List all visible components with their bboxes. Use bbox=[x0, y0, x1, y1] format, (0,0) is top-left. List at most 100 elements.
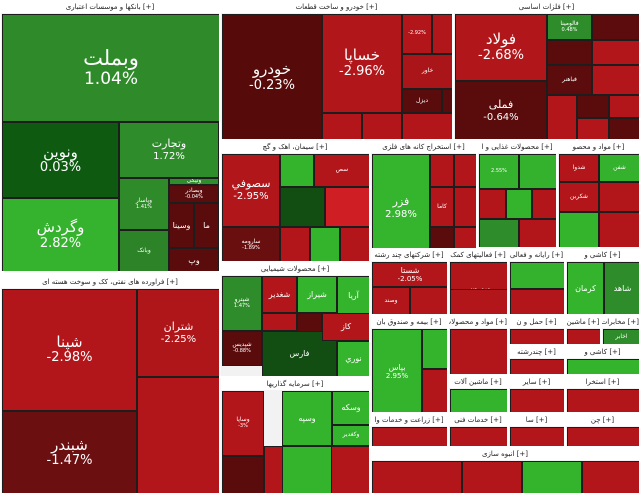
sector-header[interactable]: [+] سا bbox=[509, 414, 564, 426]
sector-header[interactable]: [+] رایانه و فعالی bbox=[509, 249, 564, 261]
stock-tile[interactable]: سص bbox=[314, 154, 369, 187]
sector-header[interactable]: [+] بانکها و موسسات اعتباری bbox=[1, 1, 219, 13]
stock-tile[interactable] bbox=[519, 154, 556, 189]
stock-tile[interactable]: فملی -0.64% bbox=[455, 81, 547, 139]
sector-header[interactable]: [+] سایر bbox=[509, 376, 564, 388]
sector-header[interactable]: [+] انبوه سازی bbox=[371, 448, 639, 460]
stock-tile[interactable] bbox=[567, 359, 639, 374]
stock-tile[interactable] bbox=[402, 113, 452, 139]
stock-tile[interactable]: ما bbox=[194, 203, 219, 248]
stock-tile[interactable] bbox=[410, 287, 447, 314]
sector-header[interactable]: [+] حمل و ن bbox=[509, 316, 564, 328]
stock-tile-small[interactable] bbox=[599, 182, 639, 212]
stock-tile[interactable]: خودرو -0.23% bbox=[222, 14, 322, 139]
stock-tile[interactable]: شاهد bbox=[604, 262, 639, 314]
stock-tile[interactable]: فالومینا 0.48% bbox=[547, 14, 592, 40]
stock-tile-small[interactable] bbox=[422, 369, 447, 412]
sector-header[interactable]: [+] سرمایه گذاریها bbox=[221, 378, 369, 390]
stock-tile[interactable]: شپنا -2.98% bbox=[2, 289, 137, 411]
sector-header[interactable]: [+] خودرو و ساخت قطعات bbox=[221, 1, 452, 13]
stock-tile[interactable] bbox=[510, 289, 564, 314]
stock-tile[interactable]: اخابر bbox=[603, 329, 639, 344]
stock-tile[interactable] bbox=[450, 427, 507, 446]
sector-header[interactable]: [+] مواد و محصولات دار bbox=[449, 316, 507, 328]
stock-tile[interactable]: شكربن bbox=[559, 182, 599, 212]
sector-header[interactable]: [+] بیمه و صندوق بان bbox=[371, 316, 447, 328]
stock-tile[interactable] bbox=[567, 329, 600, 344]
stock-tile[interactable]: فزر 2.98% bbox=[372, 154, 430, 261]
stock-tile[interactable] bbox=[450, 389, 507, 412]
stock-tile[interactable]: بپاس 2.95% bbox=[372, 329, 422, 412]
stock-tile[interactable]: 2.55% bbox=[479, 154, 519, 189]
stock-tile[interactable] bbox=[567, 427, 639, 446]
sector-header[interactable]: [+] استخرا bbox=[566, 376, 639, 388]
stock-tile-small[interactable] bbox=[519, 219, 556, 247]
stock-tile[interactable] bbox=[372, 427, 447, 446]
stock-tile[interactable]: فباهنر bbox=[547, 65, 592, 95]
sector-header[interactable]: [+] محصولات غذایی و ا bbox=[478, 141, 556, 153]
stock-tile-small[interactable] bbox=[547, 95, 577, 139]
stock-tile-small[interactable] bbox=[280, 187, 325, 227]
stock-tile[interactable] bbox=[280, 154, 314, 187]
stock-tile-small[interactable] bbox=[577, 95, 609, 118]
sector-header[interactable]: [+] کاشی و bbox=[566, 249, 639, 261]
stock-tile[interactable]: خساپا -2.96% bbox=[322, 14, 402, 113]
stock-tile-small[interactable] bbox=[454, 154, 476, 187]
sector-header[interactable]: [+] سیمان، اهک و گچ bbox=[221, 141, 369, 153]
stock-tile[interactable]: وسکه bbox=[332, 391, 369, 425]
sector-header[interactable]: [+] چن bbox=[566, 414, 639, 426]
sector-header[interactable]: [+] فراورده های نفتی، کک و سوخت هسته ای bbox=[1, 276, 219, 288]
stock-tile-small[interactable] bbox=[522, 461, 582, 493]
stock-tile[interactable]: وبصادر -0.04% bbox=[169, 185, 219, 203]
stock-tile[interactable]: کرمان bbox=[567, 262, 604, 314]
stock-tile[interactable] bbox=[510, 329, 564, 344]
stock-tile-small[interactable] bbox=[577, 118, 609, 139]
stock-tile[interactable] bbox=[450, 289, 507, 314]
stock-tile[interactable]: کاما bbox=[430, 187, 454, 227]
stock-tile[interactable] bbox=[454, 187, 476, 227]
sector-header[interactable]: [+] ماشین آلات bbox=[449, 376, 507, 388]
stock-tile[interactable]: شفن bbox=[599, 154, 639, 182]
stock-tile[interactable] bbox=[510, 359, 564, 374]
stock-tile-small[interactable] bbox=[582, 461, 639, 493]
stock-tile-small[interactable] bbox=[462, 461, 522, 493]
stock-tile[interactable]: -2.92% bbox=[402, 14, 432, 54]
stock-tile-small[interactable] bbox=[592, 65, 639, 95]
stock-tile-small[interactable] bbox=[222, 456, 264, 493]
stock-tile[interactable]: شستا -2.05% bbox=[372, 262, 447, 287]
stock-tile[interactable]: شدوا bbox=[559, 154, 599, 182]
stock-tile[interactable] bbox=[510, 427, 564, 446]
stock-tile[interactable] bbox=[422, 329, 447, 369]
stock-tile-small[interactable] bbox=[340, 227, 369, 261]
stock-tile-small[interactable] bbox=[262, 313, 297, 331]
stock-tile-small[interactable] bbox=[479, 189, 506, 219]
stock-tile-small[interactable] bbox=[442, 89, 452, 113]
sector-header[interactable]: [+] محصولات شیمیایی bbox=[221, 263, 369, 275]
sector-header[interactable]: [+] فعالیتهای کمک bbox=[449, 249, 507, 261]
sector-header[interactable]: [+] مخابرات bbox=[602, 316, 639, 328]
stock-tile[interactable]: وسپه bbox=[282, 391, 332, 446]
stock-tile[interactable]: وکغدیر bbox=[332, 425, 369, 446]
stock-tile[interactable]: فولاد -2.68% bbox=[455, 14, 547, 81]
stock-tile[interactable] bbox=[372, 461, 462, 493]
sector-header[interactable]: [+] زراعت و خدمات وا bbox=[371, 414, 447, 426]
stock-tile[interactable]: وپاسار 1.41% bbox=[119, 178, 169, 230]
stock-tile-small[interactable] bbox=[430, 154, 454, 187]
sector-header[interactable]: [+] کاشی و bbox=[566, 346, 639, 358]
sector-header[interactable]: [+] چندرشته bbox=[509, 346, 564, 358]
stock-tile[interactable]: کاز bbox=[322, 313, 369, 341]
stock-tile[interactable] bbox=[432, 14, 452, 54]
stock-tile[interactable]: شبندر -1.47% bbox=[2, 411, 137, 493]
stock-tile[interactable]: نوري bbox=[337, 341, 369, 376]
stock-tile-small[interactable] bbox=[609, 95, 639, 118]
stock-tile[interactable] bbox=[567, 389, 639, 412]
stock-tile[interactable]: وساپا -3% bbox=[222, 391, 264, 456]
stock-tile-small[interactable] bbox=[310, 227, 340, 261]
stock-tile[interactable] bbox=[510, 389, 564, 412]
stock-tile[interactable] bbox=[450, 329, 507, 374]
stock-tile[interactable]: وبملت 1.04% bbox=[2, 14, 219, 122]
stock-tile-small[interactable] bbox=[282, 446, 332, 493]
stock-tile-small[interactable] bbox=[137, 377, 219, 493]
sector-header[interactable]: [+] فلزات اساسی bbox=[454, 1, 639, 13]
sector-header[interactable]: [+] استخراج کانه های فلزی bbox=[371, 141, 476, 153]
